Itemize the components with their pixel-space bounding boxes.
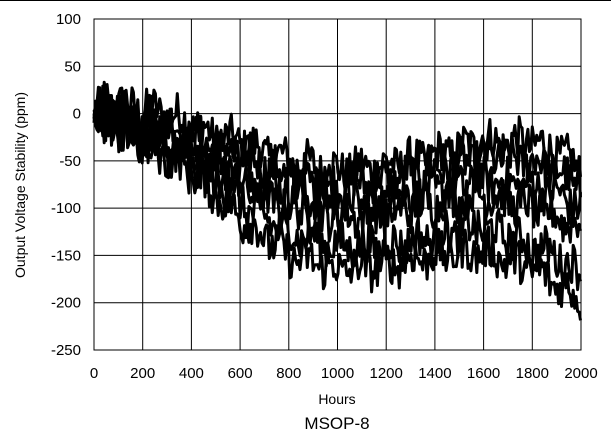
data-traces <box>92 80 582 321</box>
top-rule <box>0 0 611 1</box>
stability-trace-1 <box>92 80 582 195</box>
y-tick-label: -150 <box>51 247 81 264</box>
x-tick-label: 200 <box>130 365 155 382</box>
x-tick-label: 1400 <box>418 365 451 382</box>
y-tick-label: -250 <box>51 342 81 359</box>
x-tick-label: 1000 <box>321 365 354 382</box>
y-tick-label: 0 <box>73 106 81 123</box>
y-tick-label: 50 <box>64 58 81 75</box>
x-tick-label: 2000 <box>564 365 597 382</box>
y-tick-label: -200 <box>51 295 81 312</box>
y-axis-title: Output Voltage Stability (ppm) <box>12 92 28 278</box>
x-axis-tick-labels: 0 200 400 600 800 1000 1200 1400 1600 1800 2000 <box>90 365 598 382</box>
x-tick-label: 400 <box>179 365 204 382</box>
x-tick-label: 800 <box>276 365 301 382</box>
y-axis-tick-labels: 100 50 0 -50 -100 -150 -200 -250 <box>51 11 81 359</box>
stability-trace-6 <box>92 99 582 321</box>
stability-trace-4 <box>93 92 582 244</box>
x-tick-label: 1200 <box>370 365 403 382</box>
x-tick-label: 600 <box>228 365 253 382</box>
x-axis-title: Hours <box>318 391 355 407</box>
plot-border <box>93 18 582 351</box>
y-tick-label: 100 <box>56 11 81 28</box>
x-tick-label: 0 <box>90 365 98 382</box>
chart-caption: MSOP-8 <box>304 414 369 433</box>
x-tick-label: 1600 <box>467 365 500 382</box>
y-tick-label: -50 <box>59 153 81 170</box>
x-tick-label: 1800 <box>516 365 549 382</box>
y-tick-label: -100 <box>51 200 81 217</box>
